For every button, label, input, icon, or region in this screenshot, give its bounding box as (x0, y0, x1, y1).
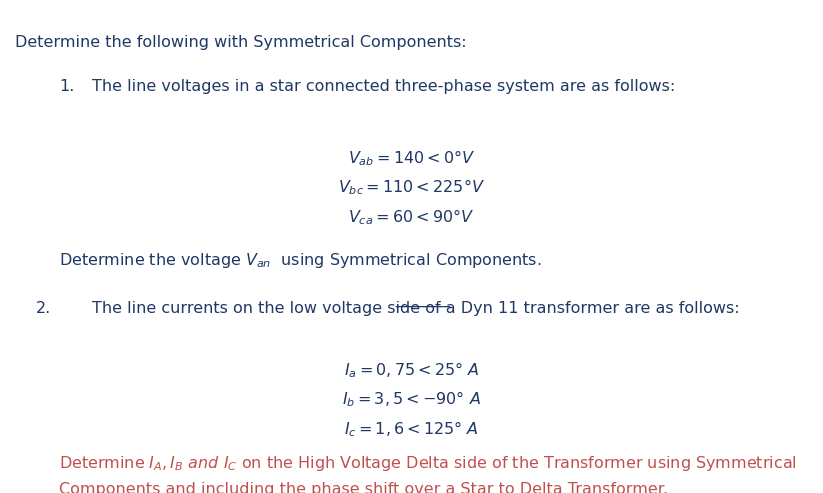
Text: Determine the voltage $V_{an}$  using Symmetrical Components.: Determine the voltage $V_{an}$ using Sym… (59, 251, 542, 271)
Text: $V_{ab} = 140 < 0\degree V$: $V_{ab} = 140 < 0\degree V$ (348, 148, 475, 168)
Text: 2.: 2. (36, 301, 52, 316)
Text: The line voltages in a star connected three-phase system are as follows:: The line voltages in a star connected th… (92, 79, 676, 94)
Text: Components and including the phase shift over a Star to Delta Transformer.: Components and including the phase shift… (59, 482, 668, 493)
Text: Determine $I_A,I_B$ $\mathit{and}$ $I_C$ on the High Voltage Delta side of the T: Determine $I_A,I_B$ $\mathit{and}$ $I_C$… (59, 454, 797, 473)
Text: $V_{bc} = 110 < 225\degree V$: $V_{bc} = 110 < 225\degree V$ (338, 177, 485, 197)
Text: $I_c = 1,6 < 125\degree\ A$: $I_c = 1,6 < 125\degree\ A$ (344, 419, 479, 439)
Text: The line currents on the low voltage side of a Dyn 11 transformer are as follows: The line currents on the low voltage sid… (92, 301, 740, 316)
Text: $I_a = 0,75 < 25\degree\ A$: $I_a = 0,75 < 25\degree\ A$ (344, 360, 479, 380)
Text: Determine the following with Symmetrical Components:: Determine the following with Symmetrical… (15, 35, 467, 49)
Text: $V_{ca} = 60 < 90\degree V$: $V_{ca} = 60 < 90\degree V$ (348, 207, 475, 227)
Text: 1.: 1. (59, 79, 75, 94)
Text: $I_b = 3,5 < -90\degree\ A$: $I_b = 3,5 < -90\degree\ A$ (342, 389, 481, 409)
